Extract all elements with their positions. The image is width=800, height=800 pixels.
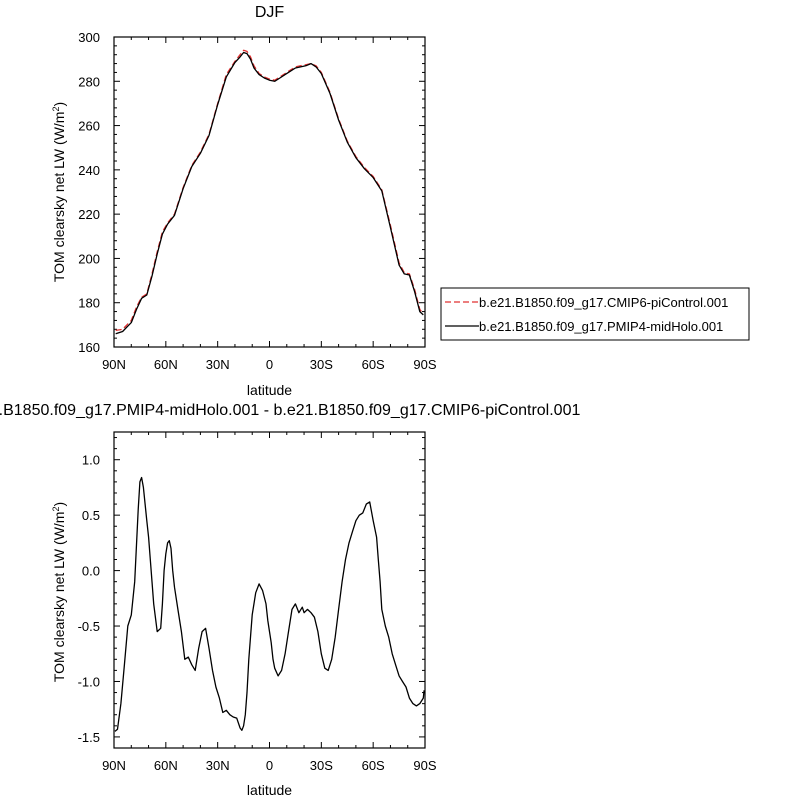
bottom-plot-frame (113, 431, 426, 749)
bottom-panel: b.e21.B1850.f09_g17.PMIP4-midHolo.001 - … (0, 402, 580, 798)
bottom-x-tick-label: 30N (206, 758, 230, 773)
top-x-tick-label: 30N (206, 357, 230, 372)
legend-label-midholo: b.e21.B1850.f09_g17.PMIP4-midHolo.001 (479, 319, 723, 334)
top-x-tick-label: 30S (310, 357, 333, 372)
bottom-chart-title: b.e21.B1850.f09_g17.PMIP4-midHolo.001 - … (0, 402, 580, 419)
top-panel: DJF 90N 60N 30N 0 30S 60S 90S 160 180 200 220 240 26… (51, 4, 750, 398)
top-plot-frame (113, 36, 426, 348)
top-y-tick-label: 240 (78, 163, 100, 178)
top-chart-title: DJF (255, 4, 285, 21)
top-y-axis-title: TOM clearsky net LW (W/m2) (51, 102, 67, 282)
legend-label-picontrol: b.e21.B1850.f09_g17.CMIP6-piControl.001 (479, 295, 728, 310)
top-series-line-0 (115, 49, 424, 332)
bottom-x-tick-label: 0 (266, 758, 273, 773)
bottom-x-tick-label: 60S (362, 758, 385, 773)
top-x-tick-label: 90S (413, 357, 436, 372)
bottom-x-tick-label: 90S (413, 758, 436, 773)
top-x-axis-title: latitude (247, 382, 292, 398)
top-x-tick-label: 0 (266, 357, 273, 372)
legend-box (440, 287, 750, 341)
bottom-series-lines (114, 476, 425, 732)
top-axis-ticks: 90N 60N 30N 0 30S 60S 90S 160 180 200 220 240 260 280… (78, 30, 437, 372)
top-x-tick-label: 60N (154, 357, 178, 372)
bottom-x-axis-title: latitude (247, 782, 292, 798)
bottom-x-tick-label: 60N (154, 758, 178, 773)
top-y-tick-label: 300 (78, 30, 100, 45)
legend: b.e21.B1850.f09_g17.CMIP6-piControl.001 … (440, 287, 750, 341)
bottom-y-axis-title: TOM clearsky net LW (W/m2) (51, 502, 67, 682)
bottom-y-tick-label: 0.0 (82, 564, 100, 579)
top-y-tick-label: 260 (78, 119, 100, 134)
bottom-y-tick-label: 0.5 (82, 508, 100, 523)
bottom-y-tick-label: -1.0 (78, 674, 100, 689)
top-y-tick-label: 160 (78, 340, 100, 355)
bottom-series-line-0 (114, 476, 425, 732)
top-series-lines (115, 49, 424, 335)
top-y-tick-label: 200 (78, 251, 100, 266)
top-y-tick-label: 280 (78, 74, 100, 89)
bottom-y-tick-label: -0.5 (78, 619, 100, 634)
top-x-tick-label: 90N (102, 357, 126, 372)
top-series-line-1 (115, 51, 424, 335)
bottom-x-tick-label: 30S (310, 758, 333, 773)
bottom-y-tick-label: -1.5 (78, 730, 100, 745)
bottom-axis-ticks: 90N 60N 30N 0 30S 60S 90S -1.5 -1.0 -0.5 0.0 0.5 1.0 (78, 432, 437, 773)
top-x-tick-label: 60S (362, 357, 385, 372)
top-y-tick-label: 220 (78, 207, 100, 222)
top-y-tick-label: 180 (78, 296, 100, 311)
bottom-x-tick-label: 90N (102, 758, 126, 773)
bottom-y-tick-label: 1.0 (82, 453, 100, 468)
